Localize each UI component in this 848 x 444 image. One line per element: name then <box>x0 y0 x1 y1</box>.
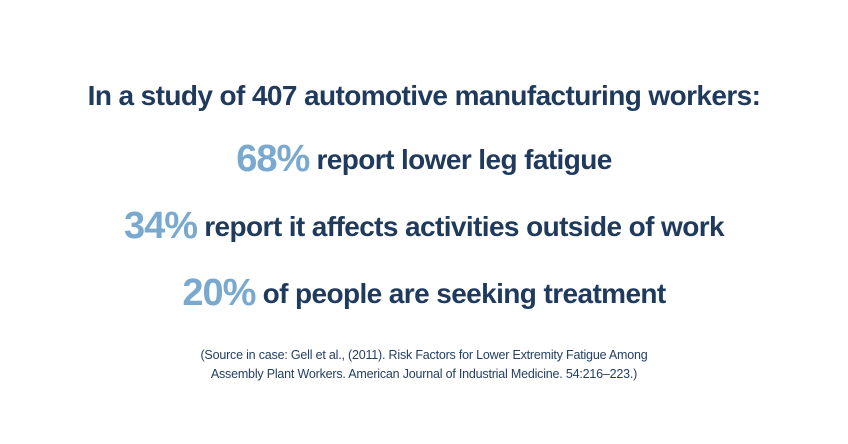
stat-text: report it affects activities outside of … <box>204 211 724 242</box>
stat-percent: 20% <box>182 272 256 314</box>
stat-text: report lower leg fatigue <box>316 144 613 175</box>
stat-row-seeking-treatment: 20% of people are seeking treatment <box>0 270 848 317</box>
stat-row-leg-fatigue: 68% report lower leg fatigue <box>0 136 848 183</box>
stat-percent: 68% <box>236 138 310 180</box>
source-line-2: Assembly Plant Workers. American Journal… <box>210 367 638 381</box>
stat-text: of people are seeking treatment <box>262 278 667 309</box>
stat-row-outside-work: 34% report it affects activities outside… <box>0 203 848 250</box>
stat-percent: 34% <box>124 205 198 247</box>
source-line-1: (Source in case: Gell et al., (2011). Ri… <box>200 348 648 362</box>
headline: In a study of 407 automotive manufacturi… <box>87 80 761 111</box>
source-citation: (Source in case: Gell et al., (2011). Ri… <box>0 346 848 384</box>
